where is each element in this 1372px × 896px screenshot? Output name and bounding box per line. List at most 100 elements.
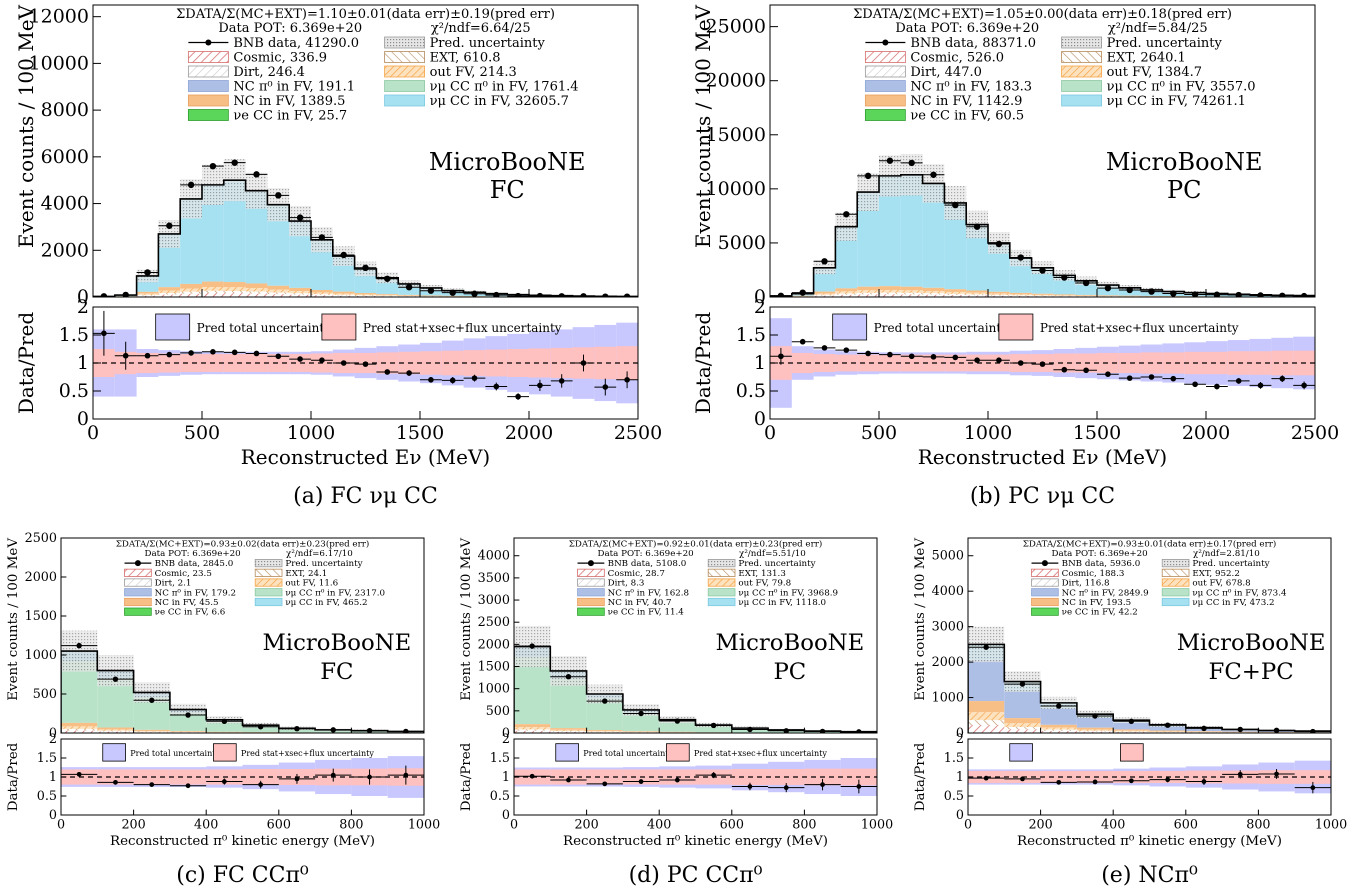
ratio-point (1192, 381, 1198, 388)
experiment-label: MicroBooNE (715, 630, 864, 656)
ratio-point (602, 781, 608, 787)
ratio-legend-swatch-total (832, 313, 868, 341)
background-bar-cosmic (158, 294, 181, 297)
background-bar-ext (180, 291, 202, 294)
experiment-label: MicroBooNE (262, 630, 411, 656)
legend-swatch-ext (707, 568, 736, 577)
legend-marker-dot (587, 560, 594, 567)
data-point (514, 292, 522, 297)
legend-label-nc_pi0: NC π⁰ in FV, 162.8 (608, 588, 689, 598)
legend-swatch-dirt (577, 578, 605, 587)
legend-label-ext: EXT, 2640.1 (1107, 51, 1186, 66)
ratio-point (297, 356, 303, 362)
background-bar-cosmic (1004, 729, 1041, 733)
background-bar-ext (245, 291, 268, 294)
legend-swatch-outfv (707, 578, 736, 587)
signal-bar (988, 242, 1010, 292)
data-point (340, 251, 347, 259)
background-bar-nc (835, 288, 858, 292)
legend-label-nue_cc: νe CC in FV, 42.2 (1062, 608, 1138, 618)
ratio-point (747, 784, 753, 789)
ratio-point (185, 783, 191, 789)
legend-label-numu_cc: νμ CC in FV, 465.2 (285, 598, 367, 608)
background-bar-nc (1075, 294, 1097, 296)
main-plot-frame (769, 4, 1316, 298)
background-bar-outfv (136, 293, 159, 295)
background-bar-outfv (966, 292, 988, 295)
y-tick-label: 4000 (932, 584, 964, 599)
y-tick-label: 8000 (41, 99, 89, 121)
background-bar-cosmic (97, 731, 134, 733)
ratio-stat-unc-band (1053, 353, 1076, 373)
background-bar-ext (1040, 729, 1077, 731)
ratio-point (1039, 361, 1046, 367)
legend-label-outfv: out FV, 678.8 (1192, 579, 1250, 589)
signal-bar (835, 226, 858, 289)
y-tick-label: 1500 (478, 660, 510, 675)
data-point (221, 718, 228, 725)
x-tick-label: 0 (764, 422, 776, 444)
legend-swatch-nc_pi0 (187, 80, 229, 92)
x-tick-label: 1000 (287, 422, 335, 444)
background-bar-outfv (1004, 723, 1041, 728)
background-bar-ext (267, 292, 290, 295)
data-point (231, 159, 238, 166)
data-point (100, 293, 108, 297)
legend-swatch-dirt (864, 65, 906, 78)
legend-label-numu_cc_pi0: νμ CC π⁰ in FV, 3968.9 (738, 588, 838, 598)
data-point (253, 171, 260, 178)
background-bar-cosmic (245, 293, 268, 297)
ratio-point (258, 782, 264, 787)
data-point (529, 643, 535, 649)
ratio-point (1148, 374, 1155, 380)
y-tick-label: 500 (33, 687, 57, 702)
legend: BNB data, 88371.0 Pred. uncertainty Cosmic… (864, 36, 1256, 124)
chi2-label: χ²/ndf=6.17/10 (286, 549, 353, 559)
y-tick-label: 2500 (478, 615, 510, 630)
background-bar-nc (1031, 293, 1054, 295)
data-point (149, 697, 155, 703)
x-tick-label: 1000 (861, 817, 893, 832)
background-bar-nc (1004, 718, 1041, 724)
ratio-point (1214, 383, 1220, 390)
legend-swatch-nc (1031, 597, 1059, 607)
legend-label-nue_cc: νe CC in FV, 11.4 (608, 608, 685, 618)
y-tick-label: 15000 (706, 124, 766, 146)
legend-swatch-ext (254, 568, 283, 577)
background-bar-nc (1113, 729, 1150, 731)
ratio-point (1128, 778, 1134, 784)
y-axis-label: Event counts / 100 MeV (6, 538, 21, 701)
background-bar-nc (202, 281, 224, 287)
legend-label-pred_unc: Pred. uncertainty (738, 559, 815, 569)
background-bar-outfv (133, 730, 170, 732)
legend-swatch-ext (1061, 51, 1102, 63)
background-bar-cosmic (988, 295, 1010, 297)
experiment-label: MicroBooNE (429, 148, 586, 176)
ratio-point (983, 775, 989, 781)
data-point (1191, 291, 1199, 297)
background-bar-outfv (988, 293, 1010, 295)
ratio-point (624, 377, 630, 383)
legend-swatch-nue_cc (187, 109, 229, 121)
y-tick-label: 500 (486, 704, 510, 719)
ratio-point (952, 354, 959, 361)
signal-bar (223, 180, 246, 283)
legend-swatch-pred_unc (1161, 559, 1190, 568)
pot-label: Data POT: 6.369e+20 (144, 549, 240, 559)
background-bar-nc (420, 295, 442, 297)
legend-swatch-cosmic (577, 568, 605, 577)
y-tick-label: 0 (754, 286, 766, 308)
x-tick-label: 200 (1028, 817, 1052, 832)
pot-label: Data POT: 6.369e+20 (895, 21, 1039, 36)
background-bar-cosmic (332, 295, 355, 297)
ratio-point (166, 351, 173, 358)
legend-swatch-nc_pi0 (577, 588, 605, 597)
legend-label-numu_cc: νμ CC in FV, 74261.1 (1107, 94, 1246, 109)
signal-bar (1031, 267, 1054, 294)
legend-label-numu_cc_pi0: νμ CC π⁰ in FV, 873.4 (1192, 588, 1287, 598)
selection-label: PC (1167, 176, 1202, 204)
background-bar-outfv (311, 292, 333, 295)
ratio-point (821, 345, 828, 351)
ratio-y-tick-label: 1.5 (736, 324, 766, 346)
